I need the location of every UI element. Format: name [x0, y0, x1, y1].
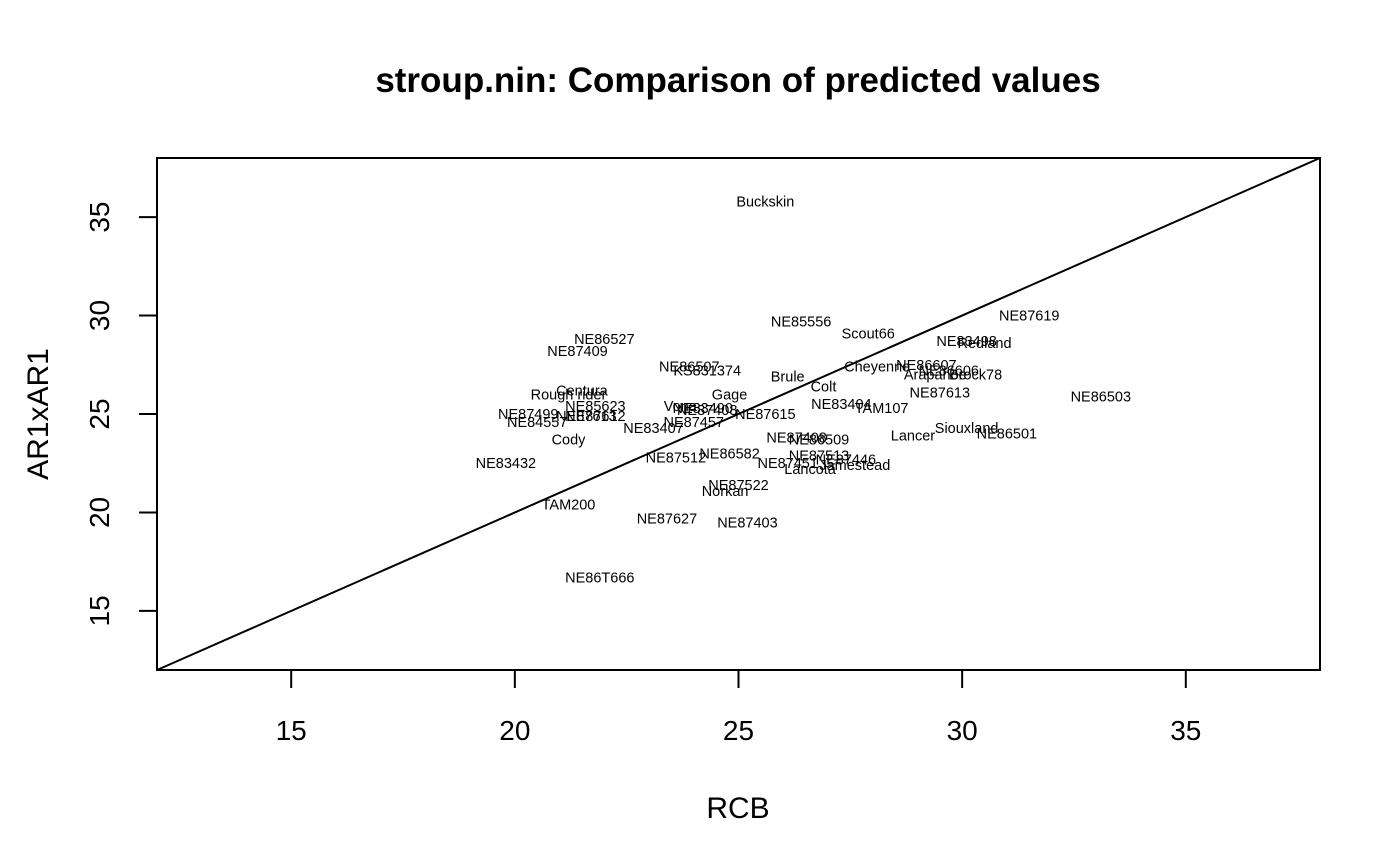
point-label: NE87408: [677, 403, 737, 419]
point-label: Brule: [771, 370, 805, 386]
y-tick-label: 35: [84, 201, 115, 232]
point-label: NE87403: [717, 515, 777, 531]
point-label: Norkan: [702, 484, 749, 500]
point-label: Cody: [552, 433, 587, 449]
point-label: KS831374: [673, 364, 741, 380]
point-label: NE84557: [507, 415, 567, 431]
point-label: NE87513: [789, 448, 849, 464]
point-label: NE86607: [896, 358, 956, 374]
point-label: NE86606: [919, 364, 979, 380]
point-label: Brock78: [949, 368, 1002, 384]
point-label: Cheyenne: [844, 360, 910, 376]
point-label: NE87522: [708, 478, 768, 494]
y-tick-label: 15: [84, 595, 115, 626]
reference-line-layer: [156, 157, 1321, 671]
point-label: Buckskin: [736, 194, 794, 210]
point-label: Rough rider: [531, 387, 607, 403]
point-label: NE87627: [637, 511, 697, 527]
x-tick-label: 30: [947, 715, 978, 746]
point-label: NE87613: [556, 409, 616, 425]
point-labels: Buckskin NE87619 NE85556 Scout66 NE86527 NE83…: [476, 194, 1131, 586]
point-label: Vona: [664, 399, 698, 415]
point-label: NE87409: [547, 344, 607, 360]
point-label: Jamestead: [819, 458, 890, 474]
point-label: NE86507: [659, 360, 719, 376]
y-tick-label: 20: [84, 497, 115, 528]
y-axis: 15 20 25 30 35: [84, 201, 158, 627]
point-label: NE86509: [789, 433, 849, 449]
point-label: NE86503: [1071, 389, 1131, 405]
point-label: NE83407: [623, 421, 683, 437]
point-label: NE87619: [999, 309, 1059, 325]
point-label: NE86501: [977, 427, 1037, 443]
point-label: Colt: [811, 379, 837, 395]
point-label: NE85556: [771, 314, 831, 330]
point-label: Scout66: [842, 326, 895, 342]
point-label: NE83490: [672, 401, 732, 417]
point-label: NE86582: [699, 446, 759, 462]
point-label: NE85623: [565, 399, 625, 415]
point-label: NE87612: [565, 409, 625, 425]
x-axis-label: RCB: [706, 792, 769, 825]
point-label: NE87451: [757, 456, 817, 472]
point-label: Gage: [712, 387, 747, 403]
x-tick-label: 20: [499, 715, 530, 746]
point-label: NE87457: [664, 415, 724, 431]
point-label: Siouxland: [935, 421, 999, 437]
y-axis-label: AR1xAR1: [22, 348, 55, 480]
point-label: Lancota: [784, 462, 837, 478]
point-label: NE83498: [936, 334, 996, 350]
y-tick-label: 25: [84, 398, 115, 429]
x-tick-label: 15: [276, 715, 307, 746]
point-label: Redland: [958, 336, 1012, 352]
point-label: TAM107: [855, 401, 909, 417]
point-label: NE86527: [574, 332, 634, 348]
identity-line: [156, 157, 1321, 671]
point-label: NE83404: [811, 397, 871, 413]
y-tick-label: 30: [84, 300, 115, 331]
point-label: NE83432: [476, 456, 536, 472]
point-label: TAM200: [542, 498, 596, 514]
point-label: Arapahoe: [904, 368, 967, 384]
point-label: NE87615: [735, 407, 795, 423]
point-label: NE87512: [646, 450, 706, 466]
x-tick-label: 35: [1170, 715, 1201, 746]
x-axis: 15 20 25 30 35: [276, 669, 1201, 746]
point-label: NE86T666: [565, 570, 634, 586]
chart-title: stroup.nin: Comparison of predicted valu…: [375, 61, 1100, 100]
point-label: NE87446: [816, 452, 876, 468]
x-tick-label: 25: [723, 715, 754, 746]
point-label: NE87499: [498, 407, 558, 423]
point-label: Centura: [556, 383, 609, 399]
point-label: NE87613: [910, 385, 970, 401]
point-label: NE87408: [766, 431, 826, 447]
point-label: Lancer: [891, 429, 936, 445]
